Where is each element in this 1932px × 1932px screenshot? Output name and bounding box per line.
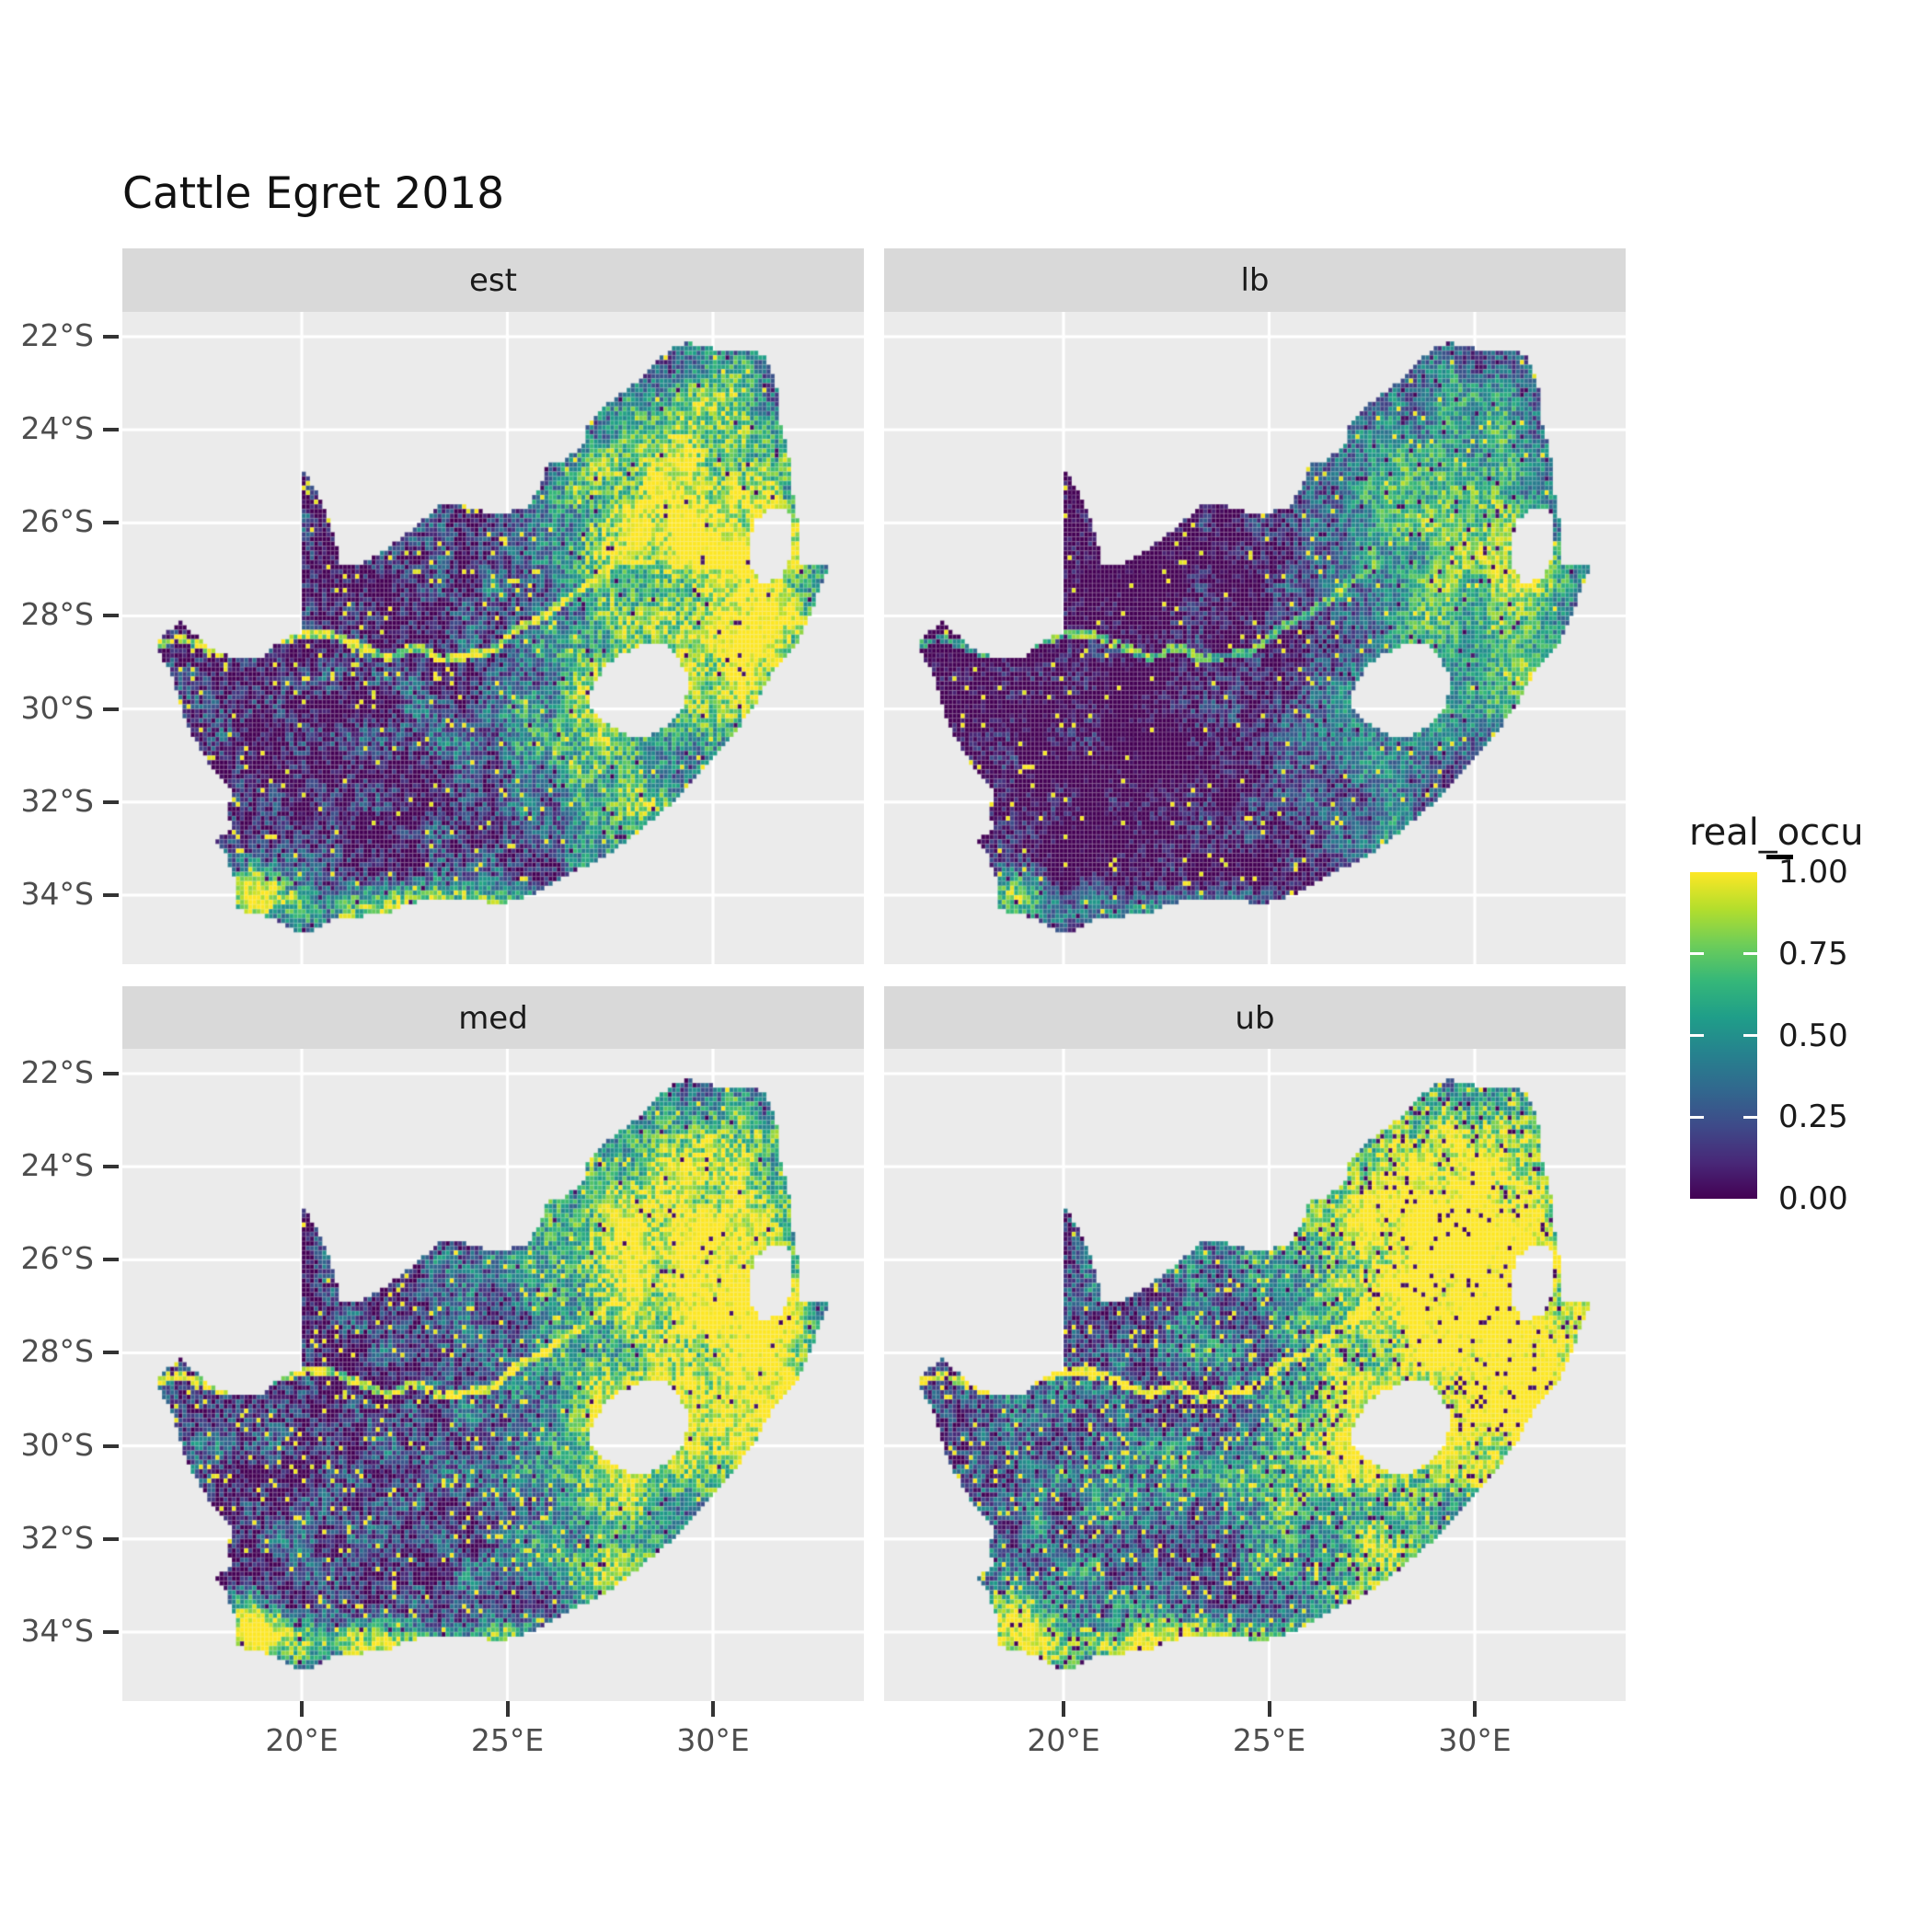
y-axis-tick	[103, 335, 119, 339]
y-axis-tick	[103, 1629, 119, 1634]
legend-label-0.75: 0.75	[1778, 936, 1848, 972]
legend-label-0.25: 0.25	[1778, 1098, 1848, 1135]
x-tick-label: 25°E	[1232, 1722, 1306, 1758]
facet-strip-med: med	[122, 986, 864, 1050]
legend-tick-mark	[1690, 1034, 1704, 1037]
facet-strip-label-med: med	[458, 999, 528, 1037]
x-tick-label: 30°E	[676, 1722, 750, 1758]
legend-label-0.00: 0.00	[1778, 1180, 1848, 1217]
map-panel-med	[122, 1049, 864, 1701]
y-axis-tick	[103, 614, 119, 618]
x-tick-label: 20°E	[265, 1722, 339, 1758]
x-axis-tick	[1473, 1701, 1477, 1717]
x-axis-tick	[711, 1701, 715, 1717]
facet-strip-ub: ub	[884, 986, 1626, 1050]
y-tick-label: 30°S	[20, 1426, 94, 1463]
y-tick-label: 24°S	[20, 1147, 94, 1184]
legend-label-0.50: 0.50	[1778, 1018, 1848, 1054]
x-tick-label: 25°E	[470, 1722, 545, 1758]
y-tick-label: 30°S	[20, 689, 94, 726]
y-axis-tick	[103, 1351, 119, 1355]
legend-tick-mark	[1743, 1034, 1757, 1037]
legend-tick-mark	[1743, 952, 1757, 956]
x-axis-tick	[300, 1701, 304, 1717]
facet-strip-label-ub: ub	[1235, 999, 1275, 1037]
y-tick-label: 34°S	[20, 1612, 94, 1649]
legend-label-1.00: 1.00	[1778, 854, 1848, 891]
plot-title: Cattle Egret 2018	[122, 168, 505, 219]
facet-strip-est: est	[122, 248, 864, 312]
y-axis-tick	[103, 1258, 119, 1262]
y-tick-label: 26°S	[20, 1240, 94, 1277]
y-tick-label: 28°S	[20, 1333, 94, 1370]
y-tick-label: 28°S	[20, 596, 94, 633]
y-axis-tick	[103, 428, 119, 432]
facet-strip-label-lb: lb	[1240, 261, 1270, 299]
y-tick-label: 32°S	[20, 782, 94, 819]
x-axis-tick	[505, 1701, 510, 1717]
facet-strip-label-est: est	[469, 261, 517, 299]
legend-tick-mark	[1690, 952, 1704, 956]
map-panel-ub	[884, 1049, 1626, 1701]
y-axis-tick	[103, 521, 119, 525]
y-axis-tick	[103, 799, 119, 804]
y-tick-label: 26°S	[20, 503, 94, 540]
x-tick-label: 20°E	[1027, 1722, 1100, 1758]
y-axis-tick	[103, 1443, 119, 1448]
legend-top-tick	[1766, 855, 1793, 859]
y-tick-label: 32°S	[20, 1519, 94, 1556]
x-axis-tick	[1062, 1701, 1065, 1717]
facet-strip-lb: lb	[884, 248, 1626, 312]
legend-title: real_occu	[1689, 811, 1864, 854]
x-tick-label: 30°E	[1438, 1722, 1512, 1758]
y-axis-tick	[103, 1165, 119, 1169]
y-axis-tick	[103, 1072, 119, 1075]
y-tick-label: 34°S	[20, 875, 94, 912]
map-panel-est	[122, 312, 864, 964]
x-axis-tick	[1267, 1701, 1271, 1717]
legend-tick-mark	[1743, 1115, 1757, 1119]
y-axis-tick	[103, 707, 119, 711]
y-axis-tick	[103, 892, 119, 897]
legend-tick-mark	[1690, 1115, 1704, 1119]
y-tick-label: 22°S	[20, 1054, 94, 1090]
y-tick-label: 22°S	[20, 317, 94, 353]
y-tick-label: 24°S	[20, 410, 94, 447]
y-axis-tick	[103, 1536, 119, 1541]
map-panel-lb	[884, 312, 1626, 964]
